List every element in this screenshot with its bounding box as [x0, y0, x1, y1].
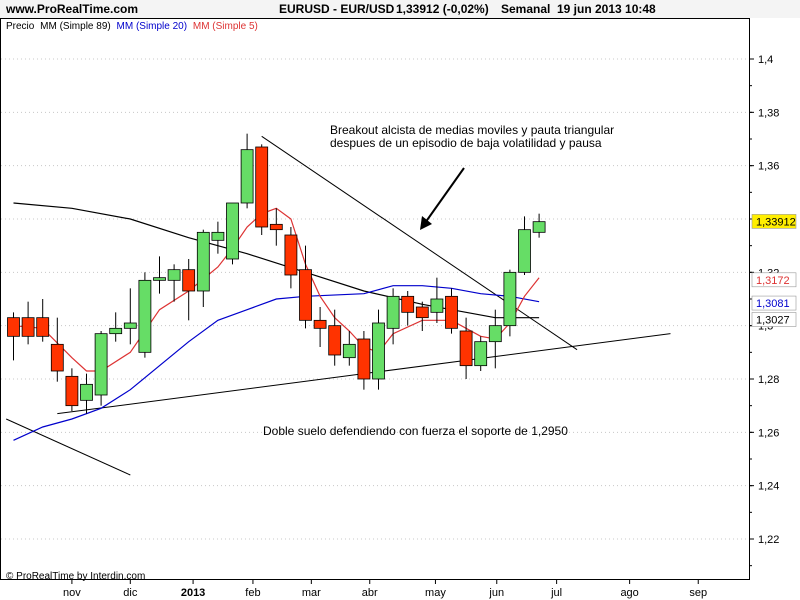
breakout-annotation-line2: despues de un episodio de baja volatilid…	[330, 136, 602, 150]
x-tick-label: ago	[620, 587, 638, 599]
price-label-last: 1,33912	[756, 216, 796, 228]
site-title[interactable]: www.ProRealTime.com	[5, 2, 138, 16]
candle-bullish	[430, 298, 444, 313]
x-tick-label: may	[425, 587, 446, 599]
candle-bullish	[518, 229, 531, 273]
x-tick-label: abr	[362, 587, 378, 599]
candle-bearish	[328, 325, 342, 356]
price-labels: 1,33912 1,3172 1,3081 1,3027	[751, 214, 797, 327]
x-tick-label: jul	[550, 587, 562, 599]
ma20-line	[13, 285, 540, 441]
candle-bearish	[255, 146, 269, 228]
period-label: Semanal	[501, 2, 550, 16]
trendline-down-left	[5, 418, 131, 476]
candle-bearish	[7, 317, 20, 337]
legend-ma20: MM (Simple 20)	[117, 21, 188, 32]
price-label-ma20: 1,3081	[756, 298, 790, 310]
candle-bullish	[240, 149, 254, 204]
candle-bearish	[459, 330, 473, 367]
price-label-box-ma20	[751, 295, 797, 311]
x-tick-label: nov	[63, 587, 81, 599]
ma89-line	[13, 202, 540, 319]
breakout-annotation-line1: Breakout alcista de medias moviles y pau…	[330, 123, 614, 137]
candle-bullish	[532, 221, 546, 233]
candle-bullish	[196, 231, 210, 292]
legend-ma89: MM (Simple 89)	[40, 21, 111, 32]
plot-area	[0, 18, 750, 580]
candle-bullish	[211, 231, 225, 241]
candle-bearish	[401, 295, 415, 313]
candle-bullish	[123, 322, 137, 329]
trendline-resistance	[261, 135, 578, 351]
candle-bullish	[488, 325, 502, 343]
x-axis: nov dic 2013 feb mar abr may jun jul ago sep	[63, 579, 707, 599]
candle-bearish	[299, 269, 312, 321]
x-tick-label: jun	[488, 587, 504, 599]
candle-bearish	[415, 306, 429, 319]
candle-bearish	[50, 343, 64, 372]
legend-price: Precio	[6, 21, 35, 32]
candle-bearish	[21, 317, 35, 337]
y-tick-label: 1,36	[758, 161, 779, 173]
annotation-arrow-icon	[420, 167, 465, 230]
candle-bearish	[313, 319, 327, 329]
candle-bullish	[342, 343, 356, 359]
candle-bullish	[226, 202, 239, 260]
datetime-label: 19 jun 2013 10:48	[557, 2, 656, 16]
candle-bearish	[445, 295, 458, 329]
y-tick-label: 1,26	[758, 427, 779, 439]
x-tick-label: 2013	[181, 587, 205, 599]
y-tick-label: 1,22	[758, 534, 779, 546]
x-tick-label: dic	[123, 587, 138, 599]
candle-bullish	[153, 277, 166, 281]
candle-bullish	[386, 295, 400, 329]
candle-bullish	[372, 322, 385, 380]
instrument-title: EURUSD - EUR/USD	[279, 2, 395, 16]
y-tick-label: 1,24	[758, 481, 779, 493]
price-label-ma5: 1,3172	[756, 275, 790, 287]
candles	[7, 133, 546, 414]
y-tick-label: 1,28	[758, 374, 779, 386]
x-tick-label: feb	[245, 587, 260, 599]
price-label-box-ma89	[751, 312, 797, 327]
candle-bullish	[109, 327, 123, 335]
x-tick-label: sep	[689, 587, 707, 599]
candle-bullish	[94, 333, 108, 396]
candle-bearish	[284, 234, 298, 276]
candle-bearish	[36, 317, 50, 337]
candle-bearish	[65, 375, 79, 407]
quote-value: 1,33912 (-0,02%)	[396, 2, 489, 16]
candle-bullish	[474, 341, 488, 367]
candle-bearish	[182, 269, 196, 292]
x-tick-label: mar	[302, 587, 321, 599]
price-label-box-last	[751, 214, 797, 229]
candle-bullish	[138, 279, 152, 353]
y-tick-label: 1,38	[758, 107, 779, 119]
legend: Precio MM (Simple 89) MM (Simple 20) MM …	[6, 21, 258, 32]
candle-bearish	[357, 338, 371, 380]
support-annotation: Doble suelo defendiendo con fuerza el so…	[263, 424, 568, 438]
candle-bullish	[80, 383, 93, 401]
y-tick-label: 1,4	[758, 54, 773, 66]
candle-bullish	[167, 269, 181, 281]
price-label-box-ma5	[751, 272, 797, 288]
candle-bearish	[269, 223, 283, 231]
copyright-label: © ProRealTime by Interdin.com	[6, 571, 145, 582]
legend-ma5: MM (Simple 5)	[193, 21, 258, 32]
candle-bullish	[503, 271, 517, 327]
price-label-ma89: 1,3027	[756, 314, 790, 326]
